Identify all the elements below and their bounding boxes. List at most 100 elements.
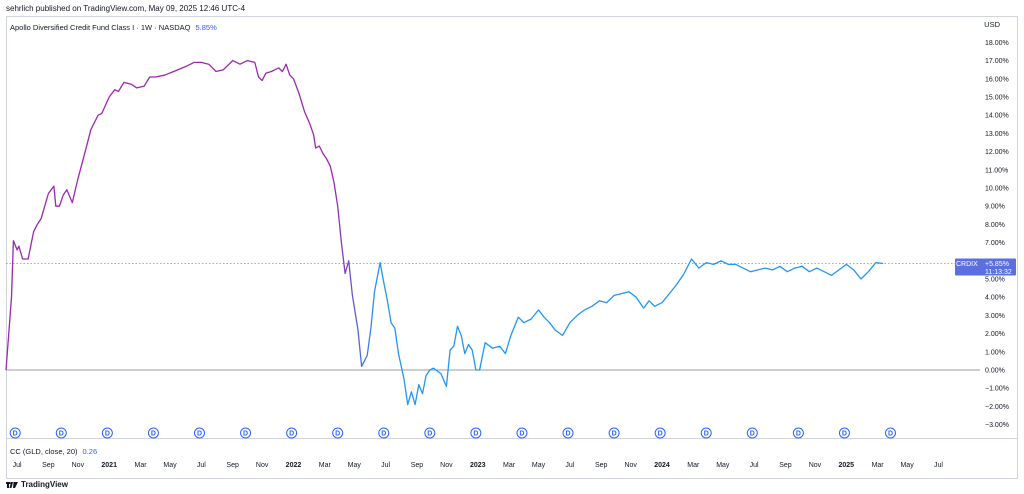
- dividend-marker[interactable]: [101, 427, 113, 439]
- dividend-marker[interactable]: [378, 427, 390, 439]
- price-badge-symbol: CRDIX: [956, 261, 978, 268]
- dividend-marker[interactable]: [885, 427, 897, 439]
- y-tick-label: 7.00%: [985, 240, 1005, 247]
- chart-frame: [6, 16, 1018, 479]
- dividend-marker-label: D: [750, 431, 755, 438]
- x-tick-label: 2023: [470, 462, 486, 469]
- y-tick-label: 4.00%: [985, 295, 1005, 302]
- indicator-label[interactable]: CC (GLD, close, 20): [10, 447, 78, 456]
- y-tick-label: 15.00%: [985, 95, 1009, 102]
- dividend-marker[interactable]: [424, 427, 436, 439]
- dividend-marker[interactable]: [746, 427, 758, 439]
- x-tick-label: Sep: [779, 462, 792, 469]
- dividend-marker-label: D: [59, 431, 64, 438]
- currency-label[interactable]: USD: [984, 20, 1000, 29]
- x-tick-label: Jul: [197, 462, 206, 469]
- dividend-marker[interactable]: [332, 427, 344, 439]
- indicator-value: 0.26: [82, 447, 98, 456]
- x-tick-label: Jul: [13, 462, 22, 469]
- x-tick-label: Jul: [381, 462, 390, 469]
- footer-brand[interactable]: TradingView: [6, 480, 68, 489]
- dividend-marker[interactable]: [286, 427, 298, 439]
- y-tick-label: −2.00%: [985, 404, 1009, 411]
- x-tick-label: Mar: [687, 462, 700, 469]
- x-axis[interactable]: Jul Sep Nov 2021 Mar May Jul Sep Nov 2022 Mar May Ju…: [13, 462, 944, 469]
- dividend-marker-label: D: [658, 431, 663, 438]
- y-tick-label: −3.00%: [985, 422, 1009, 429]
- dividend-marker[interactable]: [654, 427, 666, 439]
- dividend-marker-label: D: [243, 431, 248, 438]
- y-tick-label: 14.00%: [985, 113, 1009, 120]
- x-tick-label: Nov: [440, 462, 453, 469]
- dividend-marker-label: D: [473, 431, 478, 438]
- y-tick-label: 5.00%: [985, 277, 1005, 284]
- indicator-pane-legend: CC (GLD, close, 20) 0.26: [10, 447, 97, 456]
- dividend-marker[interactable]: [9, 427, 21, 439]
- dividend-marker-label: D: [565, 431, 570, 438]
- dividend-marker-label: D: [888, 431, 893, 438]
- dividend-marker-label: D: [796, 431, 801, 438]
- x-tick-label: May: [163, 462, 177, 469]
- x-tick-label: Jul: [750, 462, 759, 469]
- dividend-marker[interactable]: [700, 427, 712, 439]
- dividend-marker-label: D: [105, 431, 110, 438]
- dividend-marker-label: D: [197, 431, 202, 438]
- dividend-marker-label: D: [381, 431, 386, 438]
- price-badge-value: +5.85%: [985, 261, 1009, 268]
- x-tick-label: Nov: [256, 462, 269, 469]
- x-tick-label: May: [348, 462, 362, 469]
- y-axis[interactable]: 18.00% 17.00% 16.00% 15.00% 14.00% 13.00% 12.0…: [985, 40, 1009, 429]
- y-tick-label: −1.00%: [985, 386, 1009, 393]
- dividend-marker-label: D: [289, 431, 294, 438]
- dividend-marker[interactable]: [240, 427, 252, 439]
- dividend-marker[interactable]: [193, 427, 205, 439]
- x-tick-label: Mar: [872, 462, 885, 469]
- dividend-marker[interactable]: [147, 427, 159, 439]
- x-tick-label: 2024: [654, 462, 670, 469]
- x-tick-label: Sep: [226, 462, 239, 469]
- symbol-title[interactable]: Apollo Diversified Credit Fund Class I ·…: [10, 23, 191, 32]
- x-tick-label: Sep: [595, 462, 608, 469]
- dividend-marker-label: D: [842, 431, 847, 438]
- dividend-marker-label: D: [335, 431, 340, 438]
- dividend-marker-label: D: [427, 431, 432, 438]
- dividend-marker[interactable]: [562, 427, 574, 439]
- dividend-marker-label: D: [13, 431, 18, 438]
- y-tick-label: 9.00%: [985, 204, 1005, 211]
- x-tick-label: 2022: [286, 462, 302, 469]
- y-tick-label: 2.00%: [985, 331, 1005, 338]
- x-tick-label: 2021: [101, 462, 117, 469]
- y-tick-label: 17.00%: [985, 58, 1009, 65]
- price-badge-background: [955, 258, 1016, 276]
- y-tick-label: 1.00%: [985, 349, 1005, 356]
- dividend-marker-label: D: [519, 431, 524, 438]
- y-tick-label: 13.00%: [985, 131, 1009, 138]
- y-tick-label: 12.00%: [985, 149, 1009, 156]
- dividend-marker[interactable]: [838, 427, 850, 439]
- dividend-marker[interactable]: [470, 427, 482, 439]
- price-badge: CRDIX +5.85% 11:13:32: [955, 258, 1016, 276]
- dividend-marker[interactable]: [608, 427, 620, 439]
- dividend-marker-label: D: [704, 431, 709, 438]
- y-tick-label: 3.00%: [985, 313, 1005, 320]
- x-tick-label: May: [900, 462, 914, 469]
- series-line-0[interactable]: [5, 59, 884, 406]
- chart-legend: Apollo Diversified Credit Fund Class I ·…: [10, 23, 217, 32]
- dividend-marker[interactable]: [792, 427, 804, 439]
- x-tick-label: May: [532, 462, 546, 469]
- x-tick-label: Sep: [411, 462, 424, 469]
- x-tick-label: Jul: [565, 462, 574, 469]
- y-tick-label: 11.00%: [985, 167, 1008, 174]
- y-tick-label: 18.00%: [985, 40, 1009, 47]
- dividend-marker-label: D: [612, 431, 617, 438]
- brand-name: TradingView: [21, 480, 68, 489]
- dividend-marker[interactable]: [55, 427, 67, 439]
- dividend-marker[interactable]: [516, 427, 528, 439]
- y-tick-label: 10.00%: [985, 186, 1009, 193]
- x-tick-label: Mar: [503, 462, 516, 469]
- x-tick-label: Mar: [319, 462, 332, 469]
- y-tick-label: 0.00%: [985, 368, 1005, 375]
- published-by-text: sehrlich published on TradingView.com, M…: [6, 4, 246, 13]
